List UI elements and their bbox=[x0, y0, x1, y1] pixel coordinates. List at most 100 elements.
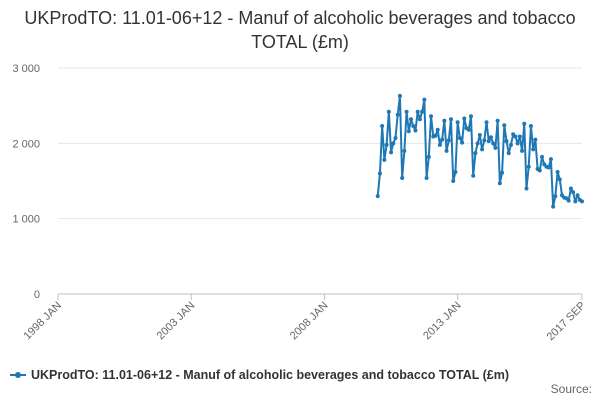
data-point[interactable] bbox=[491, 141, 496, 146]
legend-label: UKProdTO: 11.01-06+12 - Manuf of alcohol… bbox=[31, 368, 510, 382]
data-point[interactable] bbox=[386, 109, 391, 114]
data-point[interactable] bbox=[517, 134, 522, 139]
data-point[interactable] bbox=[482, 138, 487, 143]
y-tick-label: 3 000 bbox=[12, 63, 40, 75]
data-point[interactable] bbox=[497, 181, 502, 186]
data-point[interactable] bbox=[444, 148, 449, 153]
data-point[interactable] bbox=[413, 128, 418, 133]
data-point[interactable] bbox=[377, 171, 382, 176]
x-tick-label: 1998 JAN bbox=[21, 300, 64, 343]
data-point[interactable] bbox=[391, 141, 396, 146]
data-point[interactable] bbox=[380, 124, 385, 129]
data-point[interactable] bbox=[462, 116, 467, 121]
data-point[interactable] bbox=[486, 139, 491, 144]
data-point[interactable] bbox=[575, 193, 580, 198]
data-point[interactable] bbox=[449, 117, 453, 122]
data-point[interactable] bbox=[466, 127, 471, 132]
data-point[interactable] bbox=[382, 157, 387, 162]
x-tick-label: 2008 JAN bbox=[288, 300, 331, 343]
data-point[interactable] bbox=[426, 154, 431, 159]
series-layer bbox=[375, 93, 584, 209]
data-point[interactable] bbox=[417, 117, 422, 122]
y-tick-label: 0 bbox=[34, 289, 40, 301]
data-point[interactable] bbox=[533, 137, 538, 142]
data-point[interactable] bbox=[397, 93, 402, 98]
data-point[interactable] bbox=[384, 142, 389, 147]
data-point[interactable] bbox=[528, 124, 533, 129]
data-point[interactable] bbox=[553, 194, 558, 199]
data-point[interactable] bbox=[457, 136, 462, 141]
data-point[interactable] bbox=[429, 114, 434, 119]
data-point[interactable] bbox=[435, 127, 440, 132]
data-point[interactable] bbox=[393, 136, 398, 141]
data-point[interactable] bbox=[433, 133, 438, 138]
data-point[interactable] bbox=[580, 199, 584, 204]
data-point[interactable] bbox=[522, 121, 527, 126]
data-point[interactable] bbox=[568, 186, 573, 191]
data-point[interactable] bbox=[400, 175, 405, 180]
gridlines bbox=[58, 67, 582, 295]
data-point[interactable] bbox=[537, 168, 542, 173]
y-tick-label: 1 000 bbox=[12, 214, 40, 226]
data-point[interactable] bbox=[506, 151, 511, 156]
data-point[interactable] bbox=[515, 141, 520, 146]
data-point[interactable] bbox=[395, 112, 400, 117]
data-point[interactable] bbox=[502, 123, 507, 128]
data-point[interactable] bbox=[520, 148, 525, 153]
data-point[interactable] bbox=[531, 147, 536, 152]
data-point[interactable] bbox=[402, 148, 407, 153]
data-point[interactable] bbox=[508, 142, 513, 147]
x-tick-label: 2003 JAN bbox=[155, 300, 198, 343]
data-point[interactable] bbox=[389, 150, 394, 155]
data-point[interactable] bbox=[566, 198, 571, 203]
data-point[interactable] bbox=[571, 190, 576, 195]
data-point[interactable] bbox=[453, 169, 458, 174]
data-point[interactable] bbox=[477, 133, 482, 138]
data-point[interactable] bbox=[488, 135, 493, 140]
data-point[interactable] bbox=[555, 169, 560, 174]
data-point[interactable] bbox=[468, 114, 473, 119]
data-point[interactable] bbox=[551, 204, 556, 209]
data-point[interactable] bbox=[526, 164, 531, 169]
data-point[interactable] bbox=[451, 179, 456, 183]
data-point[interactable] bbox=[475, 141, 480, 146]
source-label: Source: bbox=[550, 382, 592, 396]
data-point[interactable] bbox=[504, 139, 509, 144]
data-point[interactable] bbox=[540, 154, 545, 159]
data-point[interactable] bbox=[404, 109, 409, 114]
data-point[interactable] bbox=[524, 186, 529, 191]
x-tick-label: 2017 SEP bbox=[545, 300, 589, 344]
data-point[interactable] bbox=[500, 170, 505, 175]
data-point[interactable] bbox=[471, 173, 476, 178]
data-point[interactable] bbox=[460, 140, 465, 145]
data-point[interactable] bbox=[424, 175, 429, 180]
data-point[interactable] bbox=[446, 138, 451, 143]
data-point[interactable] bbox=[546, 165, 551, 170]
data-point[interactable] bbox=[411, 124, 416, 129]
data-point[interactable] bbox=[495, 118, 500, 123]
data-point[interactable] bbox=[484, 120, 489, 125]
data-point[interactable] bbox=[415, 109, 420, 114]
data-point[interactable] bbox=[548, 157, 553, 162]
data-point[interactable] bbox=[409, 117, 414, 122]
data-point[interactable] bbox=[573, 199, 578, 204]
data-point[interactable] bbox=[437, 142, 442, 147]
data-point[interactable] bbox=[473, 151, 478, 156]
y-axis: 0 1 000 2 000 3 000 bbox=[12, 63, 40, 301]
data-point[interactable] bbox=[375, 194, 380, 199]
x-axis: 1998 JAN 2003 JAN 2008 JAN 2013 JAN 2017 SEP bbox=[21, 294, 588, 343]
data-point[interactable] bbox=[420, 109, 425, 114]
data-point[interactable] bbox=[406, 129, 411, 134]
x-tick-label: 2013 JAN bbox=[421, 300, 464, 343]
data-point[interactable] bbox=[442, 118, 447, 123]
data-point[interactable] bbox=[455, 120, 460, 125]
data-point[interactable] bbox=[493, 145, 498, 150]
data-point[interactable] bbox=[557, 177, 562, 182]
legend[interactable]: UKProdTO: 11.01-06+12 - Manuf of alcohol… bbox=[10, 366, 509, 384]
legend-swatch bbox=[10, 369, 26, 381]
data-point[interactable] bbox=[422, 97, 427, 102]
data-point[interactable] bbox=[480, 147, 485, 152]
data-point[interactable] bbox=[440, 137, 445, 142]
data-point[interactable] bbox=[513, 134, 518, 139]
